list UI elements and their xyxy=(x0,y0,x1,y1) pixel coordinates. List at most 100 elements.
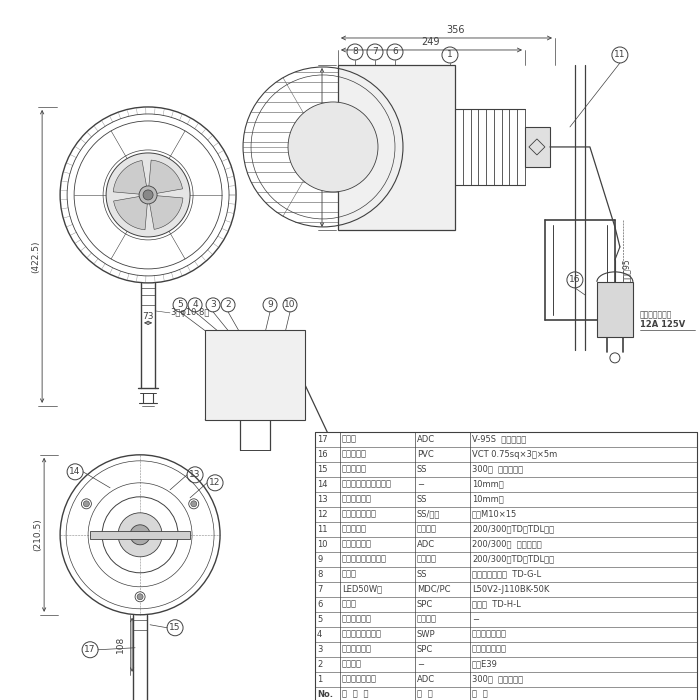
Text: ボッキンプラグ: ボッキンプラグ xyxy=(640,310,672,319)
Text: 4: 4 xyxy=(317,630,322,639)
Text: 材  質: 材 質 xyxy=(417,690,433,699)
Text: 6: 6 xyxy=(392,48,398,57)
Text: (210.5): (210.5) xyxy=(33,519,42,551)
Text: No.: No. xyxy=(317,690,333,699)
Circle shape xyxy=(81,499,92,509)
Text: 16: 16 xyxy=(569,275,581,284)
Text: 11: 11 xyxy=(614,50,626,60)
Circle shape xyxy=(83,500,90,507)
Bar xyxy=(525,127,550,167)
Text: ソケット押えバネ: ソケット押えバネ xyxy=(342,630,382,639)
Text: 17: 17 xyxy=(84,645,96,654)
Text: 200/300型  グレー塗装: 200/300型 グレー塗装 xyxy=(472,540,542,549)
Text: SS: SS xyxy=(417,465,428,474)
Circle shape xyxy=(189,499,199,509)
Text: 8: 8 xyxy=(352,48,358,57)
Text: SS: SS xyxy=(417,495,428,504)
Text: 平ワッシャー: 平ワッシャー xyxy=(342,495,372,504)
Text: 11: 11 xyxy=(317,525,328,534)
Text: 1: 1 xyxy=(447,50,453,60)
Text: 部  品  名: 部 品 名 xyxy=(342,690,368,699)
Text: 14: 14 xyxy=(317,480,328,489)
Text: ランプホルダー: ランプホルダー xyxy=(342,675,377,684)
Text: 3: 3 xyxy=(317,645,323,654)
Polygon shape xyxy=(113,195,148,230)
Text: スプリングワッシャー: スプリングワッシャー xyxy=(342,480,392,489)
Text: −: − xyxy=(417,480,424,489)
Text: 108: 108 xyxy=(116,636,125,653)
Circle shape xyxy=(288,102,378,192)
Text: 10: 10 xyxy=(284,300,296,309)
Text: ADC: ADC xyxy=(417,540,435,549)
Text: SWP: SWP xyxy=(417,630,435,639)
Bar xyxy=(315,432,697,700)
Circle shape xyxy=(610,353,620,363)
Text: 口金E39: 口金E39 xyxy=(472,659,498,668)
Text: 7: 7 xyxy=(317,584,323,594)
Text: ガード: ガード xyxy=(342,570,357,579)
Text: シリコン: シリコン xyxy=(417,525,437,534)
Text: 10mm用: 10mm用 xyxy=(472,495,504,504)
Text: 4: 4 xyxy=(193,300,198,309)
Circle shape xyxy=(135,592,145,602)
Text: 3－φ10.8稴: 3－φ10.8稴 xyxy=(170,309,209,317)
Text: 356: 356 xyxy=(447,25,466,35)
Text: 15: 15 xyxy=(169,623,181,632)
Text: MDC/PC: MDC/PC xyxy=(417,584,451,594)
Polygon shape xyxy=(148,160,183,195)
Text: 1: 1 xyxy=(317,675,322,684)
Text: 12: 12 xyxy=(317,510,328,519)
Text: PVC: PVC xyxy=(417,450,434,459)
Text: 15: 15 xyxy=(317,465,328,474)
Text: SPC: SPC xyxy=(417,600,433,609)
Text: 2: 2 xyxy=(225,300,231,309)
Text: SS: SS xyxy=(417,570,428,579)
Text: φ205: φ205 xyxy=(310,136,319,159)
Text: 249: 249 xyxy=(421,37,440,47)
Text: 3: 3 xyxy=(210,300,216,309)
Polygon shape xyxy=(148,195,183,230)
Text: ADC: ADC xyxy=(417,675,435,684)
Text: 合成ゴム: 合成ゴム xyxy=(417,555,437,564)
Text: 線止めゴムパッキン: 線止めゴムパッキン xyxy=(342,555,387,564)
Text: シリコン: シリコン xyxy=(417,615,437,624)
Text: 7: 7 xyxy=(372,48,378,57)
Bar xyxy=(338,65,455,230)
Text: 備  考: 備 考 xyxy=(472,690,488,699)
Text: 6: 6 xyxy=(317,600,323,609)
Text: 電源コード: 電源コード xyxy=(342,450,367,459)
Text: 17: 17 xyxy=(317,435,328,444)
Text: 16: 16 xyxy=(317,450,328,459)
Text: ノブM10×15: ノブM10×15 xyxy=(472,510,517,519)
Circle shape xyxy=(130,525,150,545)
Text: フード: フード xyxy=(342,600,357,609)
Text: 13: 13 xyxy=(317,495,328,504)
Text: 73: 73 xyxy=(142,312,154,321)
Text: −: − xyxy=(417,659,424,668)
Text: 10mm用: 10mm用 xyxy=(472,480,504,489)
Text: ソケット: ソケット xyxy=(342,659,362,668)
Text: 5: 5 xyxy=(177,300,183,309)
Circle shape xyxy=(137,594,143,600)
Text: SPC: SPC xyxy=(417,645,433,654)
Text: 線止めナット: 線止めナット xyxy=(342,540,372,549)
Text: バイス: バイス xyxy=(342,435,357,444)
Circle shape xyxy=(118,513,162,557)
Text: ブッシング: ブッシング xyxy=(342,525,367,534)
Text: 10: 10 xyxy=(317,540,328,549)
Text: 角度調節ツマミ: 角度調節ツマミ xyxy=(342,510,377,519)
Circle shape xyxy=(139,186,157,204)
Text: 有効底95: 有効底95 xyxy=(622,258,631,281)
Text: 本体取付枚: 本体取付枚 xyxy=(342,465,367,474)
Bar xyxy=(597,282,633,337)
Text: 三価クロメート  TD-G-L: 三価クロメート TD-G-L xyxy=(472,570,541,579)
Circle shape xyxy=(106,153,190,237)
Text: ADC: ADC xyxy=(417,435,435,444)
Text: 300型  グレー塗装: 300型 グレー塗装 xyxy=(472,465,523,474)
Bar xyxy=(90,531,190,539)
Circle shape xyxy=(143,190,153,200)
Text: −: − xyxy=(472,615,479,624)
Circle shape xyxy=(191,500,197,507)
Text: 9: 9 xyxy=(317,555,322,564)
Text: LED50W球: LED50W球 xyxy=(342,584,382,594)
